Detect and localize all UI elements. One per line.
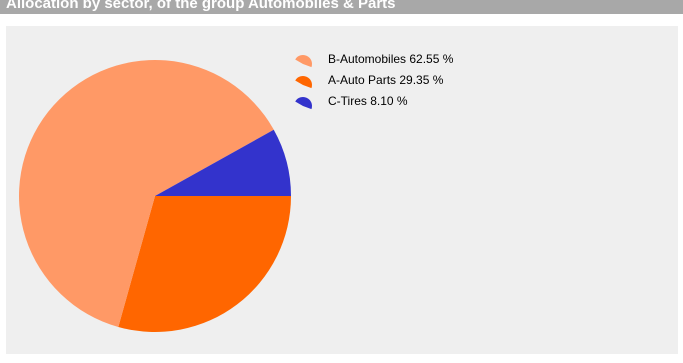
legend-swatch-icon xyxy=(295,76,313,89)
legend-item-b-automobiles: B-Automobiles 62.55 % xyxy=(295,52,454,68)
legend-label: A-Auto Parts 29.35 % xyxy=(328,73,444,87)
pie-slice-a-auto-parts xyxy=(118,196,291,332)
legend-label: C-Tires 8.10 % xyxy=(328,94,408,108)
legend-item-a-auto-parts: A-Auto Parts 29.35 % xyxy=(295,73,444,89)
pie-slice-b-automobiles xyxy=(18,59,274,327)
legend-item-c-tires: C-Tires 8.10 % xyxy=(295,94,408,110)
legend-swatch-icon xyxy=(295,97,313,110)
pie-slice-c-tires xyxy=(155,129,291,196)
legend-label: B-Automobiles 62.55 % xyxy=(328,52,454,66)
chart-title: Allocation by sector, of the group Autom… xyxy=(6,0,396,12)
chart-header: Allocation by sector, of the group Autom… xyxy=(0,0,683,14)
legend-swatch-icon xyxy=(295,55,313,68)
